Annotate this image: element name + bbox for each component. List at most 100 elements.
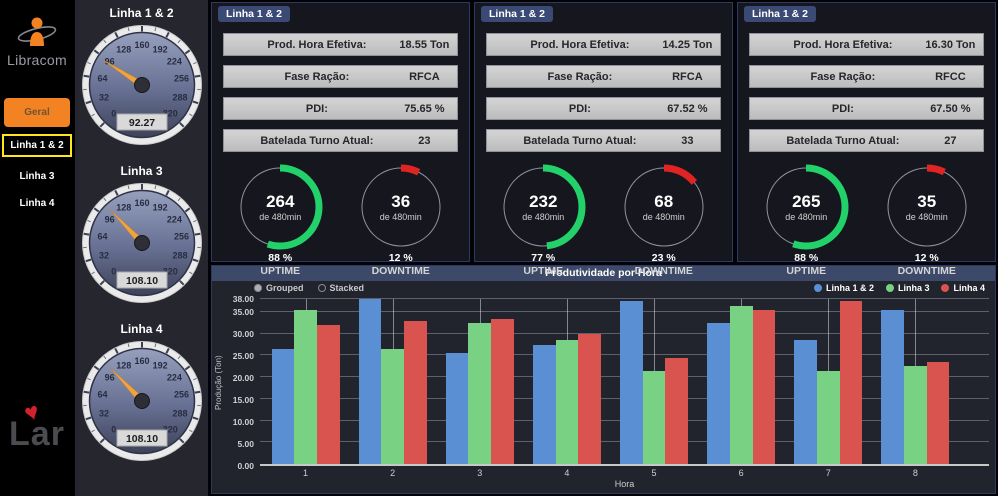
- x-axis-label: Hora: [614, 479, 635, 489]
- downtime-minutes: 36: [391, 191, 411, 211]
- legend-item[interactable]: Linha 3: [885, 283, 929, 293]
- svg-text:192: 192: [152, 360, 167, 370]
- y-tick: 5.00: [237, 439, 254, 450]
- svg-text:256: 256: [173, 390, 188, 400]
- libracom-logo: Libracom: [7, 14, 67, 68]
- x-tick: 8: [912, 468, 918, 478]
- downtime-percent: 12 %: [388, 252, 413, 264]
- x-axis: 1 2 3 4 5 6 7 8: [260, 466, 989, 479]
- svg-text:320: 320: [162, 108, 177, 118]
- uptime-minutes: 232: [529, 191, 558, 211]
- downtime-donut: 68 de 480min 23 % DOWNTIME: [616, 164, 712, 277]
- downtime-percent: 12 %: [914, 252, 939, 264]
- sidebar-item-linha-1-2[interactable]: Linha 1 & 2: [2, 134, 72, 157]
- line-panel-2: Linha 1 & 2 Prod. Hora Efetiva: 14.25 To…: [474, 2, 733, 277]
- svg-text:160: 160: [134, 198, 149, 208]
- stat-label: Batelada Turno Atual:: [786, 134, 900, 147]
- stat-label: Batelada Turno Atual:: [523, 134, 637, 147]
- person-orbit-icon: [7, 14, 67, 50]
- stat-value: 75.65 %: [404, 102, 445, 115]
- uptime-donut: 265 de 480min 88 % UPTIME: [758, 164, 854, 277]
- bar: [665, 357, 689, 464]
- bar: [271, 348, 295, 464]
- svg-text:96: 96: [104, 373, 114, 383]
- stat-label: Prod. Hora Efetiva:: [530, 38, 630, 51]
- downtime-caption: DOWNTIME: [371, 265, 430, 277]
- stat-label: Prod. Hora Efetiva:: [793, 38, 893, 51]
- stat-label: PDI:: [305, 102, 328, 115]
- stat-label: Prod. Hora Efetiva:: [267, 38, 367, 51]
- uptime-caption: UPTIME: [786, 265, 827, 277]
- y-tick: 20.00: [232, 373, 254, 384]
- downtime-total: de 480min: [379, 211, 422, 222]
- bar: [904, 366, 927, 464]
- stat-label: Fase Ração:: [810, 70, 876, 83]
- bar: [881, 309, 905, 464]
- stat-row: Fase Ração: RFCA: [486, 65, 721, 88]
- svg-text:160: 160: [134, 40, 149, 50]
- svg-text:32: 32: [98, 92, 108, 102]
- radio-stacked[interactable]: Stacked: [317, 283, 364, 293]
- x-tick: 7: [825, 468, 831, 478]
- stat-value: 23: [418, 134, 431, 147]
- stat-value: 14.25 Ton: [662, 38, 713, 51]
- bar: [839, 301, 863, 464]
- stat-value: 27: [944, 134, 957, 147]
- stats-list: Prod. Hora Efetiva: 18.55 Ton Fase Ração…: [212, 33, 469, 152]
- downtime-donut: 35 de 480min 12 % DOWNTIME: [879, 164, 975, 277]
- y-tick: 38.00: [232, 294, 254, 304]
- radio-dot-icon: [317, 284, 326, 292]
- svg-text:256: 256: [173, 232, 188, 242]
- chart-legend: Linha 1 & 2 Linha 3 Linha 4: [813, 283, 985, 293]
- svg-text:32: 32: [98, 408, 108, 418]
- downtime-donut: 36 de 480min 12 % DOWNTIME: [353, 164, 449, 277]
- stat-value: 67.50 %: [930, 102, 971, 115]
- sidebar-nav: Geral Linha 1 & 2 Linha 3 Linha 4: [0, 98, 74, 217]
- bar-group-2: [349, 299, 436, 464]
- gauge-block-linha-3: Linha 3 0 32 64 96 128 160 192 224 256 288 320 108…: [80, 164, 204, 310]
- lar-logo: ♥ Lar: [9, 397, 65, 453]
- svg-text:0: 0: [111, 266, 116, 276]
- stat-row: Batelada Turno Atual: 33: [486, 129, 721, 152]
- legend-dot-icon: [941, 284, 950, 292]
- svg-text:192: 192: [152, 44, 167, 54]
- bar: [555, 340, 579, 464]
- bar: [358, 299, 382, 464]
- y-tick: 10.00: [232, 417, 254, 428]
- stat-label: PDI:: [831, 102, 854, 115]
- chart-body: Produção (Ton) 0.00 5.00 10.00 15.00 20.00 25…: [212, 294, 995, 493]
- svg-text:128: 128: [116, 360, 131, 370]
- stat-panels: Linha 1 & 2 Prod. Hora Efetiva: 18.55 To…: [211, 2, 996, 277]
- bar-group-3: [436, 299, 523, 464]
- legend-item[interactable]: Linha 1 & 2: [813, 283, 874, 293]
- gauge-block-linha-1-2: Linha 1 & 2 0 32 64 96 128 160 192 224 256 288 320…: [80, 6, 204, 152]
- bar: [381, 348, 405, 464]
- svg-text:256: 256: [173, 74, 188, 84]
- svg-text:128: 128: [116, 202, 131, 212]
- sidebar-item-linha-3[interactable]: Linha 3: [19, 171, 55, 182]
- bar: [729, 305, 753, 464]
- sidebar-item-linha-4[interactable]: Linha 4: [19, 198, 55, 209]
- uptime-percent: 88 %: [794, 252, 819, 264]
- svg-text:224: 224: [166, 373, 181, 383]
- stat-row: PDI: 67.52 %: [486, 97, 721, 120]
- stat-row: Prod. Hora Efetiva: 16.30 Ton: [749, 33, 984, 56]
- stat-row: Batelada Turno Atual: 27: [749, 129, 984, 152]
- radio-grouped[interactable]: Grouped: [254, 283, 304, 293]
- stat-row: PDI: 75.65 %: [223, 97, 458, 120]
- stat-row: PDI: 67.50 %: [749, 97, 984, 120]
- bar: [794, 340, 817, 464]
- stat-value: 33: [681, 134, 694, 147]
- y-tick: 15.00: [232, 395, 254, 406]
- bar-group-5: [611, 299, 698, 464]
- speedometer-gauge-linha-1-2: 0 32 64 96 128 160 192 224 256 288 320 92.27: [80, 23, 204, 152]
- sidebar-item-geral[interactable]: Geral: [4, 98, 70, 127]
- donut-row: 232 de 480min 77 % UPTIME 68 d: [475, 161, 732, 277]
- bar: [816, 370, 840, 464]
- chart-controls: Grouped Stacked Linha 1 & 2 Linha 3 Linha …: [212, 281, 995, 297]
- panel-tab: Linha 1 & 2: [218, 6, 291, 22]
- downtime-minutes: 68: [654, 191, 674, 211]
- stat-label: Fase Ração:: [284, 70, 350, 83]
- legend-item[interactable]: Linha 4: [941, 283, 985, 293]
